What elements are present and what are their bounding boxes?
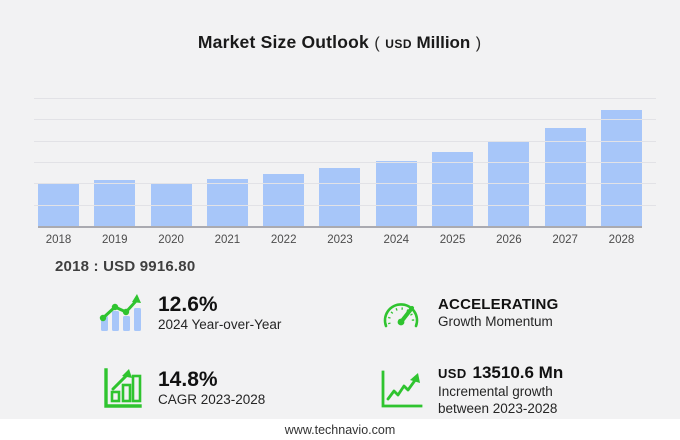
- x-tick-2020: 2020: [158, 234, 184, 246]
- x-tick-2026: 2026: [496, 234, 522, 246]
- market-size-bar-chart: 2018 2019 2020 2021 2022 2023 2024 2025 2026 2027…: [34, 98, 656, 248]
- bar-2021: [206, 178, 248, 226]
- bar-2020: [150, 182, 192, 226]
- bar-2019: [94, 179, 136, 226]
- cagr-value: 14.8%: [158, 367, 218, 391]
- x-tick-2019: 2019: [102, 234, 128, 246]
- x-tick-2022: 2022: [270, 234, 297, 246]
- title-currency: USD: [385, 37, 413, 51]
- momentum-label: Growth Momentum: [438, 313, 553, 329]
- page-title: Market Size Outlook ( USD Million ): [0, 32, 680, 53]
- yoy-label: 2024 Year-over-Year: [158, 317, 282, 333]
- stats-section: 12.6% 2024 Year-over-Year ACCELERATING G…: [0, 283, 680, 419]
- incremental-value: 13510.6 Mn: [472, 362, 564, 382]
- gridline: [34, 183, 656, 185]
- gridline: [34, 119, 656, 121]
- incremental-label-line1: Incremental growth: [438, 383, 553, 399]
- incremental-currency: USD: [438, 365, 467, 381]
- base-year-annotation: 2018 : USD 9916.80: [55, 258, 196, 275]
- x-tick-2024: 2024: [383, 234, 410, 246]
- x-tick-2025: 2025: [439, 234, 466, 246]
- x-tick-2021: 2021: [214, 234, 241, 246]
- technavio-url[interactable]: www.technavio.com: [284, 422, 396, 437]
- title-paren-close: ): [475, 35, 482, 52]
- yoy-value: 12.6%: [158, 292, 218, 316]
- bar-2023: [319, 167, 361, 226]
- cagr-label: CAGR 2023-2028: [158, 392, 266, 408]
- line-chart-up-icon: [378, 368, 424, 410]
- stat-cagr: 14.8% CAGR 2023-2028: [0, 358, 340, 419]
- bar-2025: [432, 152, 474, 226]
- x-tick-2023: 2023: [327, 234, 353, 246]
- title-paren-open: (: [374, 35, 380, 52]
- stat-momentum: ACCELERATING Growth Momentum: [340, 283, 680, 344]
- stat-incremental: USD 13510.6 Mn Incremental growth betwee…: [340, 358, 680, 419]
- x-axis-labels: 2018 2019 2020 2021 2022 2023 2024 2025 2026 2027…: [38, 234, 642, 246]
- bar-trend-up-icon: [98, 293, 144, 334]
- bar-2022: [263, 173, 305, 226]
- bar-2024: [375, 160, 417, 226]
- incremental-label-line2: between 2023-2028: [438, 400, 558, 416]
- stat-yoy: 12.6% 2024 Year-over-Year: [0, 283, 340, 344]
- gridline: [34, 204, 656, 206]
- bar-2028: [600, 110, 642, 226]
- x-tick-2028: 2028: [608, 234, 635, 246]
- gridline: [34, 98, 656, 99]
- x-tick-2018: 2018: [45, 234, 72, 246]
- footer-bar: www.technavio.com: [0, 419, 680, 440]
- momentum-value: ACCELERATING: [438, 296, 559, 314]
- title-text: Market Size Outlook: [197, 32, 369, 52]
- title-unit: Million: [416, 33, 471, 52]
- speedometer-icon: [378, 296, 424, 332]
- x-tick-2027: 2027: [552, 234, 578, 246]
- bar-2027: [544, 127, 586, 226]
- gridline: [34, 162, 656, 163]
- plot-area: [34, 98, 656, 228]
- bar-chart-growth-icon: [98, 367, 144, 411]
- gridline: [34, 140, 656, 142]
